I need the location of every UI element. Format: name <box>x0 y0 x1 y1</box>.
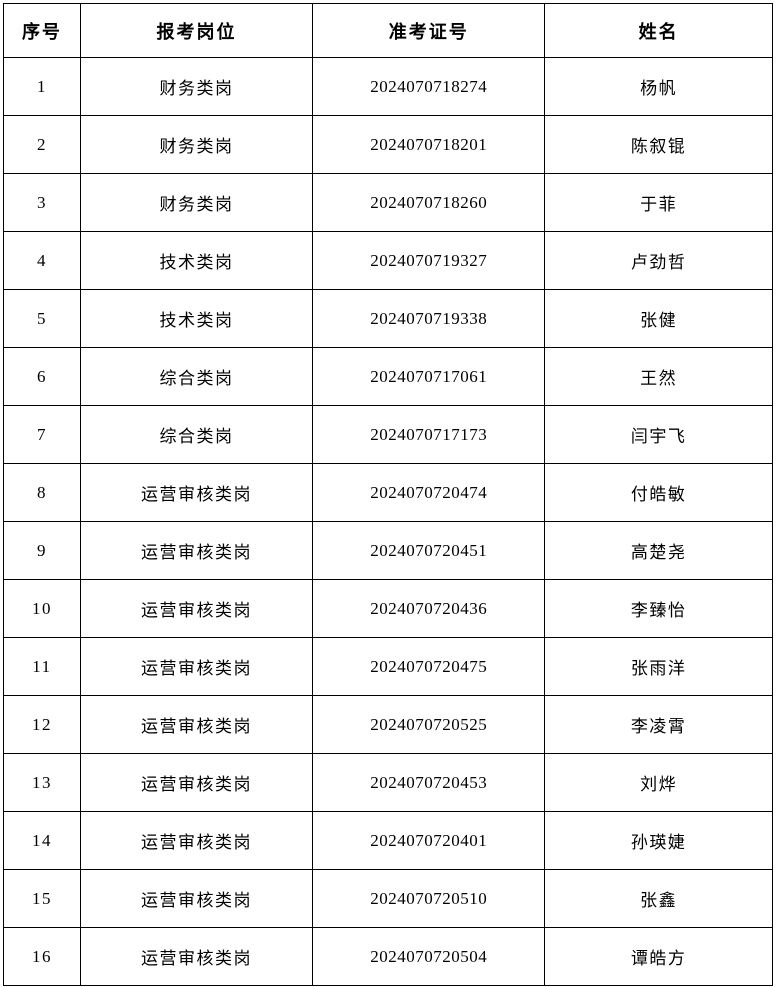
cell-ticket-number: 2024070720525 <box>312 695 546 754</box>
table-row: 8 运营审核类岗 2024070720474 付皓敏 <box>3 463 773 522</box>
cell-index: 12 <box>3 695 81 754</box>
table-row: 9 运营审核类岗 2024070720451 高楚尧 <box>3 521 773 580</box>
table-row: 5 技术类岗 2024070719338 张健 <box>3 289 773 348</box>
cell-position: 运营审核类岗 <box>79 579 314 638</box>
cell-ticket-number: 2024070718274 <box>312 57 546 116</box>
cell-position: 运营审核类岗 <box>79 695 314 754</box>
cell-index: 14 <box>3 811 81 870</box>
cell-name: 杨帆 <box>544 57 773 116</box>
cell-index: 2 <box>3 115 81 174</box>
table-row: 6 综合类岗 2024070717061 王然 <box>3 347 773 406</box>
cell-ticket-number: 2024070718201 <box>312 115 546 174</box>
cell-index: 1 <box>3 57 81 116</box>
table-row: 10 运营审核类岗 2024070720436 李臻怡 <box>3 579 773 638</box>
cell-name: 谭皓方 <box>544 927 773 986</box>
cell-name: 李凌霄 <box>544 695 773 754</box>
table-row: 2 财务类岗 2024070718201 陈叙锟 <box>3 115 773 174</box>
header-cell-name: 姓名 <box>544 3 773 58</box>
cell-ticket-number: 2024070720475 <box>312 637 546 696</box>
cell-position: 运营审核类岗 <box>79 637 314 696</box>
cell-name: 刘烨 <box>544 753 773 812</box>
cell-index: 9 <box>3 521 81 580</box>
cell-index: 15 <box>3 869 81 928</box>
cell-index: 6 <box>3 347 81 406</box>
cell-name: 闫宇飞 <box>544 405 773 464</box>
cell-name: 张鑫 <box>544 869 773 928</box>
cell-position: 技术类岗 <box>79 231 314 290</box>
cell-ticket-number: 2024070717173 <box>312 405 546 464</box>
cell-position: 财务类岗 <box>79 115 314 174</box>
cell-index: 11 <box>3 637 81 696</box>
cell-name: 陈叙锟 <box>544 115 773 174</box>
cell-ticket-number: 2024070720510 <box>312 869 546 928</box>
cell-position: 综合类岗 <box>79 405 314 464</box>
cell-ticket-number: 2024070719327 <box>312 231 546 290</box>
cell-name: 孙瑛婕 <box>544 811 773 870</box>
cell-position: 财务类岗 <box>79 57 314 116</box>
cell-position: 运营审核类岗 <box>79 927 314 986</box>
table-header-row: 序号 报考岗位 准考证号 姓名 <box>3 3 773 58</box>
cell-name: 张健 <box>544 289 773 348</box>
cell-position: 运营审核类岗 <box>79 753 314 812</box>
cell-index: 7 <box>3 405 81 464</box>
cell-name: 张雨洋 <box>544 637 773 696</box>
table-row: 1 财务类岗 2024070718274 杨帆 <box>3 57 773 116</box>
cell-ticket-number: 2024070720401 <box>312 811 546 870</box>
cell-position: 运营审核类岗 <box>79 521 314 580</box>
cell-name: 高楚尧 <box>544 521 773 580</box>
table-row: 12 运营审核类岗 2024070720525 李凌霄 <box>3 695 773 754</box>
table-row: 3 财务类岗 2024070718260 于菲 <box>3 173 773 232</box>
cell-name: 付皓敏 <box>544 463 773 522</box>
cell-index: 4 <box>3 231 81 290</box>
cell-ticket-number: 2024070718260 <box>312 173 546 232</box>
cell-ticket-number: 2024070720451 <box>312 521 546 580</box>
cell-ticket-number: 2024070719338 <box>312 289 546 348</box>
cell-position: 运营审核类岗 <box>79 811 314 870</box>
cell-index: 5 <box>3 289 81 348</box>
table-row: 16 运营审核类岗 2024070720504 谭皓方 <box>3 927 773 986</box>
table-body: 1 财务类岗 2024070718274 杨帆 2 财务类岗 2024070718201 陈叙… <box>3 57 773 986</box>
cell-index: 8 <box>3 463 81 522</box>
cell-position: 财务类岗 <box>79 173 314 232</box>
header-cell-index: 序号 <box>3 3 81 58</box>
cell-ticket-number: 2024070717061 <box>312 347 546 406</box>
cell-position: 运营审核类岗 <box>79 869 314 928</box>
cell-ticket-number: 2024070720453 <box>312 753 546 812</box>
cell-name: 于菲 <box>544 173 773 232</box>
header-cell-ticket-number: 准考证号 <box>312 3 546 58</box>
table-row: 11 运营审核类岗 2024070720475 张雨洋 <box>3 637 773 696</box>
table-row: 4 技术类岗 2024070719327 卢劲哲 <box>3 231 773 290</box>
cell-ticket-number: 2024070720436 <box>312 579 546 638</box>
exam-roster-table: 序号 报考岗位 准考证号 姓名 1 财务类岗 2024070718274 杨帆 2 财务类… <box>3 3 773 986</box>
cell-index: 10 <box>3 579 81 638</box>
cell-position: 技术类岗 <box>79 289 314 348</box>
cell-name: 王然 <box>544 347 773 406</box>
cell-name: 李臻怡 <box>544 579 773 638</box>
cell-position: 综合类岗 <box>79 347 314 406</box>
cell-ticket-number: 2024070720504 <box>312 927 546 986</box>
table-row: 15 运营审核类岗 2024070720510 张鑫 <box>3 869 773 928</box>
cell-position: 运营审核类岗 <box>79 463 314 522</box>
table-row: 7 综合类岗 2024070717173 闫宇飞 <box>3 405 773 464</box>
header-cell-position: 报考岗位 <box>79 3 314 58</box>
cell-name: 卢劲哲 <box>544 231 773 290</box>
cell-index: 16 <box>3 927 81 986</box>
cell-index: 13 <box>3 753 81 812</box>
table-row: 13 运营审核类岗 2024070720453 刘烨 <box>3 753 773 812</box>
cell-index: 3 <box>3 173 81 232</box>
cell-ticket-number: 2024070720474 <box>312 463 546 522</box>
table-row: 14 运营审核类岗 2024070720401 孙瑛婕 <box>3 811 773 870</box>
